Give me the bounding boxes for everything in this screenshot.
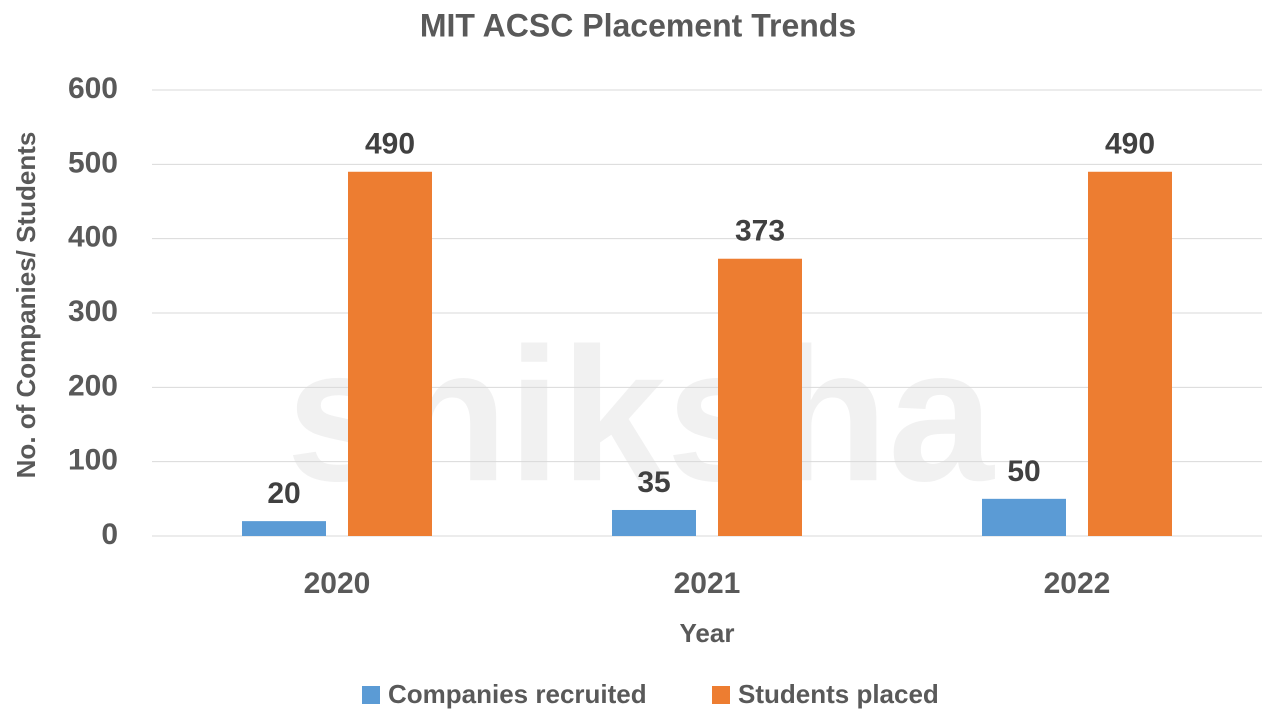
y-tick-label: 400 [68, 221, 118, 254]
x-tick-label: 2021 [674, 567, 741, 600]
y-tick-label: 600 [68, 72, 118, 105]
legend-label: Students placed [738, 679, 939, 709]
data-label: 50 [1007, 455, 1040, 488]
x-axis-label: Year [680, 618, 735, 648]
legend-swatch [362, 686, 380, 704]
bar [348, 171, 432, 536]
data-label: 35 [637, 466, 670, 499]
x-tick-label: 2022 [1044, 567, 1111, 600]
x-tick-label: 2020 [304, 567, 371, 600]
y-tick-label: 0 [101, 518, 118, 551]
legend-swatch [712, 686, 730, 704]
bar [242, 521, 326, 536]
data-label: 490 [365, 128, 415, 161]
data-label: 490 [1105, 128, 1155, 161]
bar [612, 509, 696, 536]
y-tick-label: 500 [68, 146, 118, 179]
bar [982, 498, 1066, 536]
bar [1088, 171, 1172, 536]
legend-label: Companies recruited [388, 679, 647, 709]
y-tick-label: 300 [68, 295, 118, 328]
data-label: 373 [735, 215, 785, 248]
y-tick-label: 200 [68, 369, 118, 402]
y-axis-label: No. of Companies/ Students [11, 132, 41, 479]
data-label: 20 [267, 477, 300, 510]
y-tick-label: 100 [68, 444, 118, 477]
bar [718, 258, 802, 536]
chart-title: MIT ACSC Placement Trends [420, 7, 856, 43]
